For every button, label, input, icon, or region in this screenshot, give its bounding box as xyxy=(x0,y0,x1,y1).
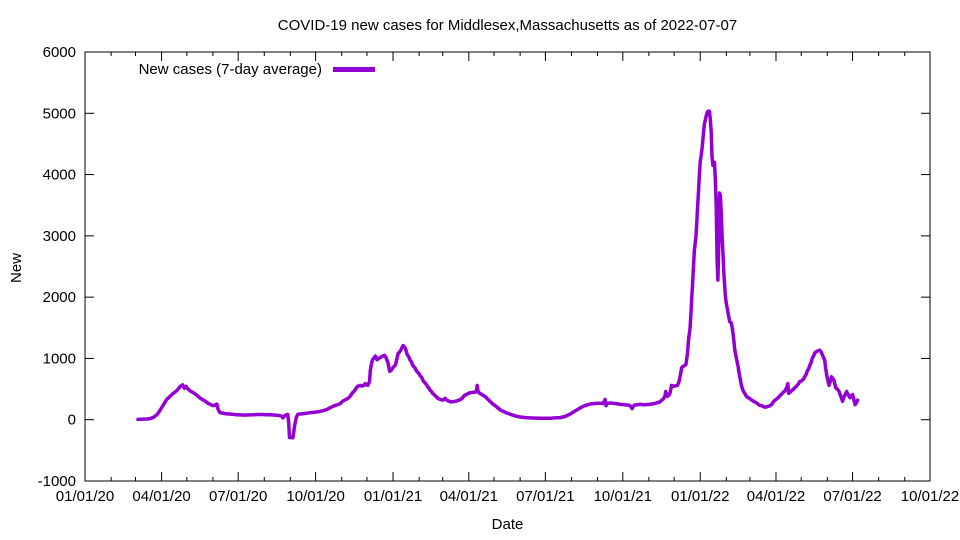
x-tick-label: 07/01/22 xyxy=(823,488,881,505)
legend-line-swatch xyxy=(333,66,375,72)
chart-title: COVID-19 new cases for Middlesex,Massach… xyxy=(277,17,738,34)
legend-label: New cases (7-day average) xyxy=(138,60,322,78)
x-tick-label: 01/01/21 xyxy=(364,488,422,505)
x-tick-label: 10/01/21 xyxy=(594,488,652,505)
plot-border xyxy=(84,51,931,482)
legend: New cases (7-day average) xyxy=(85,60,375,78)
x-tick-label: 07/01/21 xyxy=(516,488,574,505)
y-tick-label: -1000 xyxy=(38,473,76,490)
x-tick-label: 01/01/20 xyxy=(56,488,114,505)
y-tick-label: 6000 xyxy=(43,44,76,61)
y-tick-label: 2000 xyxy=(43,289,76,306)
x-tick-label: 07/01/20 xyxy=(209,488,267,505)
series-line xyxy=(136,109,860,440)
y-tick-label: 1000 xyxy=(43,350,76,367)
x-tick-label: 04/01/21 xyxy=(440,488,498,505)
x-tick-label: 04/01/22 xyxy=(747,488,805,505)
x-tick-label: 10/01/22 xyxy=(901,488,959,505)
y-tick-label: 5000 xyxy=(43,105,76,122)
y-tick-label: 4000 xyxy=(43,167,76,184)
x-axis-label: Date xyxy=(491,516,524,533)
x-tick-label: 04/01/20 xyxy=(132,488,190,505)
y-tick-label: 3000 xyxy=(43,228,76,245)
y-tick-label: 0 xyxy=(68,412,76,429)
x-tick-label: 01/01/22 xyxy=(671,488,729,505)
x-tick-label: 10/01/20 xyxy=(286,488,344,505)
